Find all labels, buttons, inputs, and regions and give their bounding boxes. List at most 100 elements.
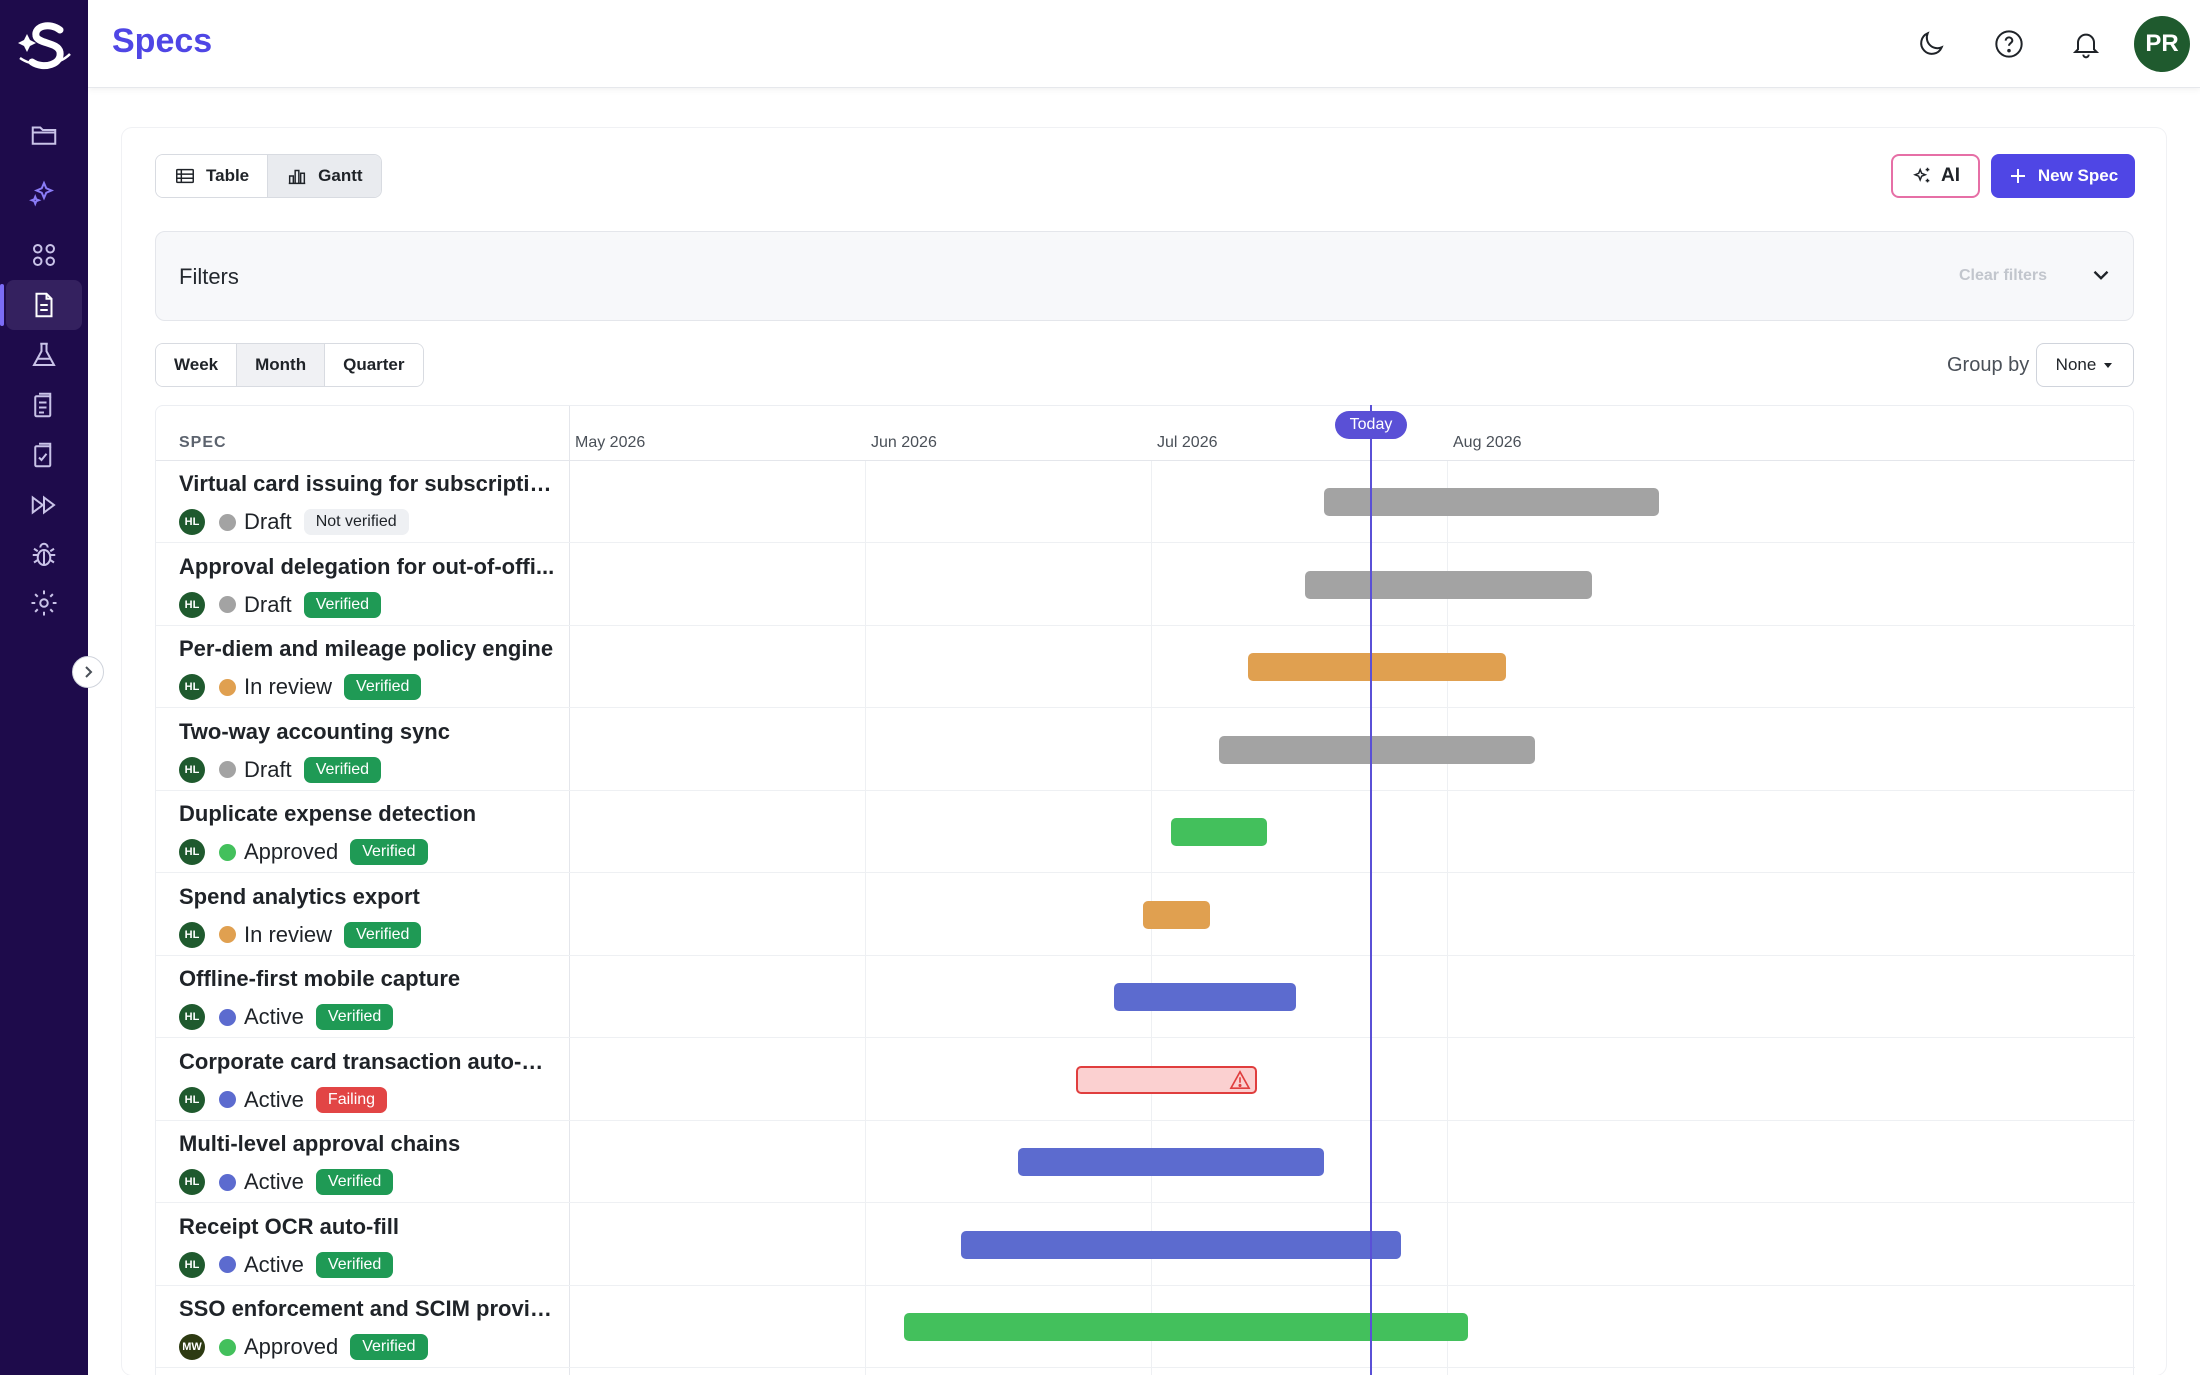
today-marker-label: Today	[1335, 411, 1407, 439]
dark-mode-toggle[interactable]	[1909, 22, 1953, 66]
spec-name[interactable]: Offline-first mobile capture	[179, 966, 461, 991]
spec-name[interactable]: Two-way accounting sync	[179, 718, 450, 744]
gantt-bar[interactable]	[1075, 1065, 1258, 1094]
gantt-bar[interactable]	[903, 1313, 1468, 1341]
verification-badge: Verified	[350, 1334, 428, 1360]
new-spec-button[interactable]: New Spec	[1991, 154, 2135, 198]
status-dot	[219, 843, 236, 861]
owner-avatar: HL	[179, 1086, 205, 1113]
gantt-row[interactable]: Offline-first mobile capture HL Active Veri…	[156, 956, 2135, 1038]
new-spec-label: New Spec	[2037, 166, 2119, 185]
range-week-button[interactable]: Week	[156, 344, 237, 386]
gantt-row[interactable]: Two-way accounting sync HL Draft Verified	[156, 709, 2135, 791]
view-table-button[interactable]: Table	[156, 155, 268, 197]
nav-bugs[interactable]	[6, 530, 82, 580]
group-by-value: None	[2055, 355, 2097, 374]
top-header: Specs	[88, 0, 2200, 88]
time-range-toggle: Week Month Quarter	[155, 343, 424, 387]
spec-name[interactable]: Duplicate expense detection	[179, 801, 477, 826]
filters-panel[interactable]: Filters Clear filters	[155, 231, 2134, 321]
owner-avatar: HL	[179, 756, 205, 783]
gantt-row[interactable]: SSO enforcement and SCIM provis... MW Appr…	[156, 1286, 2135, 1368]
range-month-button[interactable]: Month	[236, 344, 325, 386]
nav-requirements[interactable]	[6, 380, 82, 430]
owner-avatar: HL	[179, 1004, 205, 1030]
gantt-row[interactable]: Duplicate expense detection HL Approved Ver…	[156, 791, 2135, 873]
owner-avatar: HL	[179, 1169, 205, 1195]
bug-icon	[32, 542, 56, 566]
spec-meta: HL Active Failing	[179, 1086, 388, 1113]
status-label: Draft	[244, 591, 292, 617]
spec-name[interactable]: Receipt OCR auto-fill	[179, 1213, 400, 1239]
nav-projects[interactable]	[6, 110, 82, 160]
caret-down-icon	[2104, 363, 2113, 368]
nav-reviews[interactable]	[6, 430, 82, 480]
status-label: Active	[244, 1086, 304, 1112]
spec-meta: HL Approved Verified	[179, 839, 428, 865]
gantt-row[interactable]: Multi-level approval chains HL Active Verif…	[156, 1121, 2135, 1203]
nav-experiments[interactable]	[6, 330, 82, 380]
nav-ai[interactable]	[6, 168, 82, 218]
status-dot	[219, 1091, 236, 1108]
spec-name[interactable]: SSO enforcement and SCIM provis...	[179, 1296, 559, 1321]
group-by-select[interactable]: None	[2036, 343, 2134, 387]
spec-meta: MW Approved Verified	[179, 1334, 428, 1360]
sparkles-icon	[29, 180, 55, 207]
group-by-label: Group by	[1947, 354, 2030, 376]
clipboard-check-icon	[34, 442, 52, 468]
verification-badge: Verified	[350, 839, 428, 865]
ai-button-label: AI	[1941, 165, 1960, 186]
sparkles-icon	[1913, 167, 1930, 183]
status-dot	[219, 1338, 236, 1356]
spec-column-divider	[569, 406, 570, 1375]
gantt-row[interactable]: Spend analytics export HL In review Verifie…	[156, 874, 2135, 956]
chevron-down-icon[interactable]	[2088, 262, 2114, 288]
spec-name[interactable]: Spend analytics export	[179, 883, 420, 909]
status-label: Draft	[244, 756, 292, 782]
spec-name[interactable]: Virtual card issuing for subscriptio...	[179, 471, 559, 496]
spec-name[interactable]: Per-diem and mileage policy engine	[179, 636, 554, 661]
view-toggle: Table Gantt	[155, 154, 382, 198]
filters-label: Filters	[179, 264, 239, 289]
nav-settings[interactable]	[6, 578, 82, 628]
spec-meta: HL Draft Verified	[179, 756, 382, 783]
spec-name[interactable]: Corporate card transaction auto-m...	[179, 1048, 559, 1074]
gantt-bar[interactable]	[1018, 1148, 1325, 1176]
app-logo-icon[interactable]	[14, 18, 74, 74]
gantt-row[interactable]: Virtual card issuing for subscriptio... H…	[156, 461, 2135, 543]
spec-name[interactable]: Multi-level approval chains	[179, 1131, 461, 1156]
gantt-bar[interactable]	[1171, 818, 1267, 846]
spec-meta: HL In review Verified	[179, 921, 422, 948]
gantt-row[interactable]: Approval delegation for out-of-offi... HL…	[156, 544, 2135, 626]
gantt-bar[interactable]	[1247, 653, 1506, 681]
gantt-bar[interactable]	[960, 1230, 1401, 1259]
sidebar-expand-button[interactable]	[72, 656, 104, 688]
nav-specs[interactable]	[0, 280, 82, 330]
nav-runs[interactable]	[6, 480, 82, 530]
view-gantt-label: Gantt	[318, 166, 363, 185]
document-icon	[35, 292, 53, 318]
gantt-bar[interactable]	[1305, 570, 1592, 599]
user-avatar[interactable]: PR	[2134, 16, 2190, 72]
status-dot	[219, 1008, 236, 1026]
gear-icon	[31, 590, 57, 616]
range-quarter-button[interactable]: Quarter	[324, 344, 423, 386]
view-gantt-button[interactable]: Gantt	[267, 155, 381, 197]
status-dot	[219, 513, 236, 531]
gantt-bar[interactable]	[1219, 735, 1535, 764]
gantt-bar[interactable]	[1324, 488, 1659, 516]
spec-meta: HL Draft Verified	[179, 591, 382, 618]
gantt-bar[interactable]	[1113, 983, 1296, 1011]
status-dot	[219, 678, 236, 696]
nav-dashboard[interactable]	[6, 230, 82, 280]
clear-filters-link[interactable]: Clear filters	[1959, 267, 2048, 284]
gantt-row[interactable]: Receipt OCR auto-fill HL Active Verified	[156, 1204, 2135, 1286]
gantt-row[interactable]: Per-diem and mileage policy engine HL In r…	[156, 626, 2135, 708]
ai-button[interactable]: AI	[1891, 154, 1980, 198]
help-button[interactable]	[1987, 22, 2031, 66]
gantt-bar[interactable]	[1142, 900, 1210, 929]
spec-name[interactable]: Approval delegation for out-of-offi...	[179, 553, 555, 579]
gantt-row[interactable]: Corporate card transaction auto-m... HL Ac…	[156, 1039, 2135, 1121]
notifications-button[interactable]	[2064, 22, 2108, 66]
status-label: Draft	[244, 509, 292, 534]
